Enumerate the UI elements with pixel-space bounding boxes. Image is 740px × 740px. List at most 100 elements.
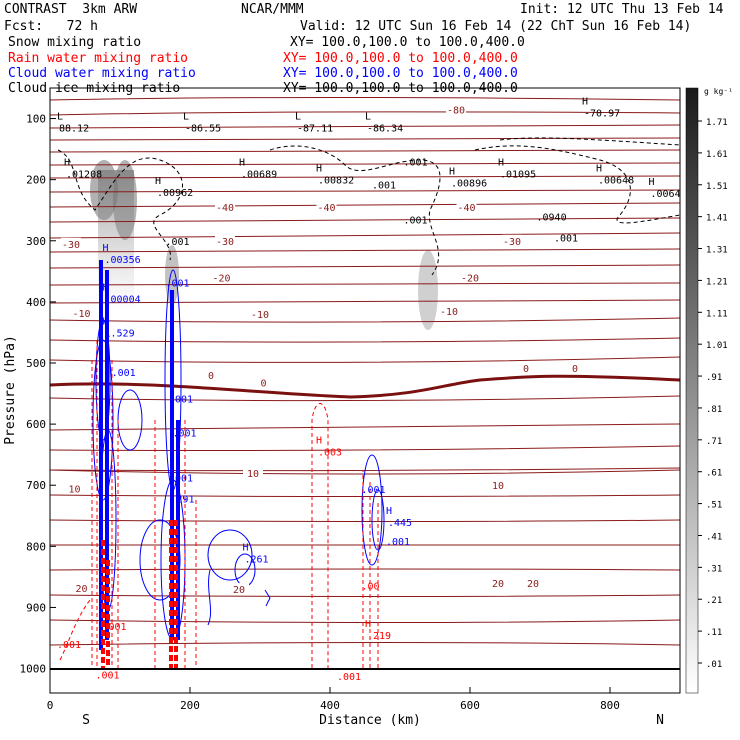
extremum-value: .00648 [598, 176, 634, 187]
temp-contour-label: 20 [527, 579, 539, 590]
y-tick-label: 900 [26, 601, 46, 614]
contour-label-bg [502, 234, 522, 246]
contour-label-bg [64, 482, 85, 494]
temp-contour-label: -30 [503, 237, 521, 248]
forecast-hour: Fcst: 72 h [4, 19, 98, 34]
contour-label-bg [71, 581, 92, 593]
temp-contour [50, 217, 680, 223]
contour-label-bg [439, 305, 459, 317]
contour-label-bg [488, 479, 508, 491]
extremum-symbol: H [449, 167, 455, 178]
contour-label-bg [215, 234, 235, 246]
temp-contour [50, 594, 680, 597]
extremum-symbol: H [365, 619, 371, 630]
temp-contour [50, 162, 680, 166]
extremum-symbol: H [103, 316, 109, 327]
cloud-ice-contour [499, 137, 680, 146]
cloud-ice-contour [57, 149, 183, 261]
extremum-value: -87.11 [297, 124, 333, 135]
temp-contour [50, 202, 680, 208]
contour-label-bg [211, 271, 232, 283]
temp-contour-label: 10 [247, 469, 259, 480]
y-tick-label: 800 [26, 540, 46, 553]
x-tick-label: 200 [180, 699, 200, 712]
temp-contour [50, 642, 680, 646]
temp-contour-label: -30 [62, 240, 80, 251]
temp-contour-label: -20 [461, 273, 479, 284]
colorbar-label: 1.41 [706, 214, 728, 224]
contour-label-bg [316, 201, 337, 213]
colorbar-label: 1.31 [706, 246, 728, 256]
extremum-value: 88.12 [59, 124, 89, 135]
x-tick-label: 600 [460, 699, 480, 712]
contour-label-bg [215, 201, 235, 213]
extremum-symbol: L [295, 112, 301, 123]
freezing-level [50, 374, 680, 399]
snow-column-1 [98, 170, 134, 310]
temp-contour [50, 175, 680, 179]
extremum-value: .01095 [500, 169, 536, 180]
temp-contour-label: 0 [208, 371, 214, 382]
y-tick-label: 100 [26, 113, 46, 126]
y-tick-label: 600 [26, 418, 46, 431]
temp-contour-label: -80 [447, 105, 465, 116]
contour-label-bg [488, 577, 508, 588]
extremum-value: .00832 [318, 176, 354, 187]
colorbar-label: 1.01 [706, 341, 728, 351]
colorbar-label: .81 [706, 405, 722, 415]
temp-contour [50, 423, 680, 431]
x-axis: 0 200 400 600 800 [47, 687, 620, 712]
mixing-ratio-label: .001 [103, 622, 127, 633]
colorbar-label: .91 [706, 373, 722, 383]
temp-contour-label: 20 [233, 585, 245, 596]
y-tick-label: 700 [26, 479, 46, 492]
mixing-ratio-label: .001 [554, 234, 578, 245]
colorbar-label: .51 [706, 501, 722, 511]
mixing-ratio-label: .001 [404, 215, 428, 226]
x-tick-label: 0 [47, 699, 54, 712]
cloud-water-contour [207, 529, 253, 581]
mixing-ratio-label: .001 [386, 537, 410, 548]
temp-contour [50, 264, 680, 269]
contour-label-bg [516, 361, 536, 373]
contour-label-bg [456, 201, 477, 213]
x-start-label: S [82, 713, 90, 728]
extremum-value: .445 [388, 518, 412, 529]
y-tick-label: 500 [26, 357, 46, 370]
valid-time: Valid: 12 UTC Sun 16 Feb 14 (22 ChT Sun … [300, 19, 692, 34]
rain-water-contour [311, 403, 329, 668]
cloud-water-contour [264, 589, 271, 607]
x-end-label: N [656, 713, 664, 728]
mixing-ratio-label: .001 [112, 368, 136, 379]
temp-contour-label: 0 [523, 364, 529, 375]
extremum-value: .003 [318, 448, 342, 459]
temp-contour [50, 248, 680, 253]
model-title: CONTRAST 3km ARW [4, 2, 138, 17]
temp-contour [50, 232, 680, 239]
extremum-symbol: H [103, 243, 109, 254]
temp-contour [50, 124, 680, 129]
colorbar-label: .31 [706, 564, 722, 574]
legend-rain-xy: XY= 100.0,100.0 to 100.0,400.0 [283, 51, 518, 66]
colorbar [685, 87, 699, 694]
extremum-symbol: L [57, 112, 63, 123]
temp-contour [50, 356, 680, 363]
extremum-value: -86.34 [367, 124, 403, 135]
extremum-value: -70.97 [584, 108, 620, 119]
contour-label-bg [523, 577, 543, 588]
extremum-value: .00356 [105, 255, 141, 266]
y-tick-label: 400 [26, 296, 46, 309]
mixing-ratio-label: .001 [169, 473, 193, 484]
extremum-symbol: H [239, 157, 245, 168]
mixing-ratio-label: .001 [173, 429, 197, 440]
contour-label-bg [243, 467, 263, 478]
temp-contour-label: 20 [492, 579, 504, 590]
y-tick-label: 200 [26, 174, 46, 187]
mixing-ratio-label: .001 [404, 157, 428, 168]
temp-contour [50, 445, 680, 451]
extremum-symbol: H [243, 542, 249, 553]
temp-contour [50, 137, 680, 141]
temp-contour-label: -30 [216, 237, 234, 248]
extremum-value: .219 [367, 631, 391, 642]
mixing-ratio-label: .001 [57, 640, 81, 651]
